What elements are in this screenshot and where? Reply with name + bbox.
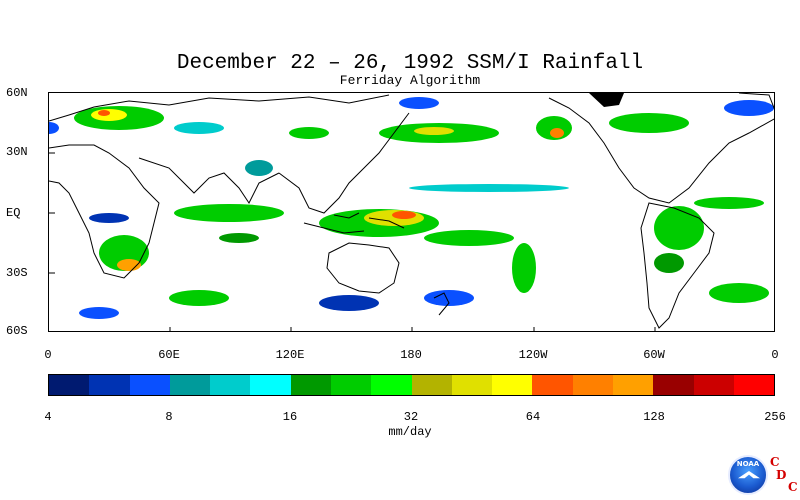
colorbar-segment [89, 375, 130, 395]
colorbar-segment [451, 375, 493, 395]
rain-area-central-asia [245, 127, 329, 176]
rainfall-map-svg [49, 93, 774, 331]
rainfall-map [48, 92, 775, 332]
lon-label-60w: 60W [643, 348, 665, 362]
colorbar-tick-256: 256 [764, 410, 786, 424]
sea-ice-arctic [589, 93, 624, 107]
colorbar-segment [210, 375, 251, 395]
map-ticks [49, 152, 656, 331]
rain-area-southern-africa [79, 235, 229, 319]
colorbar-tick-4: 4 [44, 410, 52, 424]
colorbar-units: mm/day [388, 425, 432, 439]
cdc-logo-letter-c1: C [770, 455, 780, 469]
lon-label-180: 180 [400, 348, 422, 362]
colorbar-tick-16: 16 [282, 410, 298, 424]
colorbar-segment [411, 375, 452, 395]
colorbar-segment [733, 375, 775, 395]
cdc-logo-letter-c2: C [788, 480, 798, 494]
colorbar-segment [612, 375, 654, 395]
colorbar-tick-8: 8 [165, 410, 173, 424]
rain-area-south-pacific [319, 243, 536, 311]
colorbar-tick-64: 64 [525, 410, 541, 424]
lon-label-0: 0 [44, 348, 52, 362]
noaa-logo-icon: NOAA [728, 455, 768, 495]
rain-area-itcz-indian-ocean [89, 204, 284, 243]
colorbar-segment [572, 375, 613, 395]
colorbar-segment [169, 375, 211, 395]
lon-label-0-right: 0 [771, 348, 779, 362]
noaa-logo-text: NOAA [736, 460, 760, 468]
noaa-bird-icon [738, 471, 760, 479]
cdc-logo-letter-d: D [776, 468, 787, 482]
rain-area-north-pacific [379, 97, 774, 192]
colorbar-segment [371, 375, 412, 395]
colorbar-segment [330, 375, 372, 395]
map-subtitle: Ferriday Algorithm [339, 73, 481, 88]
colorbar-segment [290, 375, 331, 395]
colorbar-segment [693, 375, 734, 395]
lon-label-60e: 60E [158, 348, 180, 362]
lat-label-30n: 30N [6, 145, 28, 159]
coastlines [49, 93, 774, 329]
colorbar-segment [653, 375, 694, 395]
rain-area-south-america [654, 197, 769, 303]
lon-label-120w: 120W [518, 348, 548, 362]
map-title: December 22 – 26, 1992 SSM/I Rainfall [176, 52, 644, 75]
rain-area-maritime-continent [319, 209, 514, 246]
colorbar-segment [250, 375, 291, 395]
lat-label-30s: 30S [6, 266, 28, 280]
colorbar-tick-128: 128 [643, 410, 665, 424]
colorbar-segment [129, 375, 170, 395]
rain-area-north-atlantic-europe [49, 106, 224, 134]
colorbar-segment [49, 375, 90, 395]
lat-label-eq: EQ [6, 206, 21, 220]
colorbar-tick-32: 32 [403, 410, 419, 424]
lon-label-120e: 120E [275, 348, 305, 362]
lat-label-60n: 60N [6, 86, 28, 100]
colorbar-segment [532, 375, 573, 395]
colorbar [48, 374, 775, 396]
lat-label-60s: 60S [6, 324, 28, 338]
colorbar-segment [492, 375, 533, 395]
